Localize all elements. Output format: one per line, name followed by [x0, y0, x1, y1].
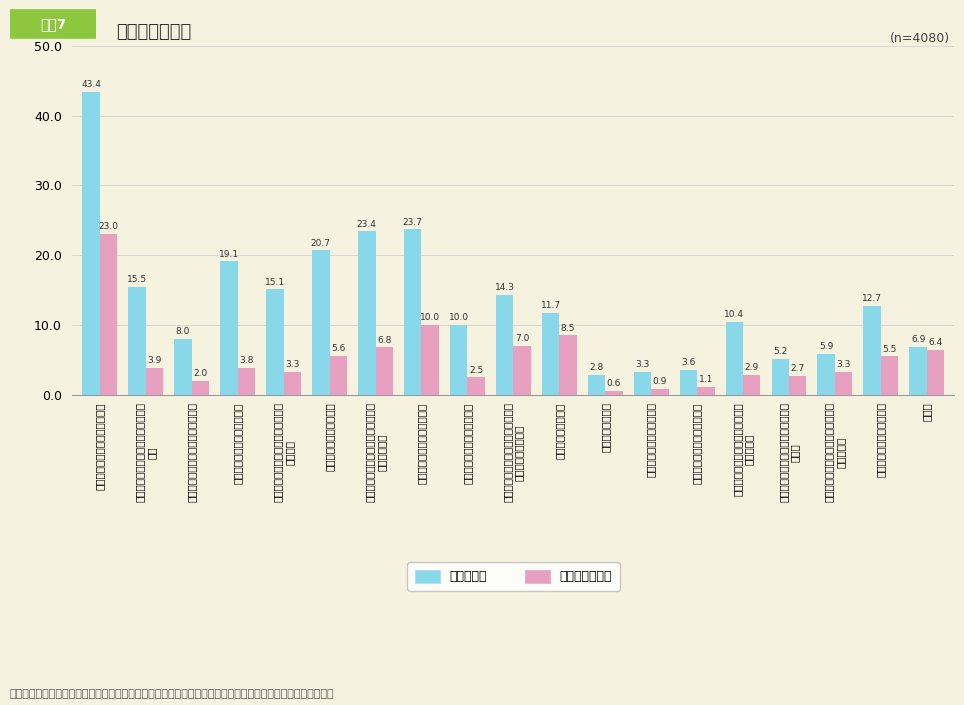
Text: (n=4080): (n=4080): [890, 32, 950, 44]
Text: 2.7: 2.7: [790, 364, 805, 373]
Text: 2.8: 2.8: [589, 364, 603, 372]
Bar: [450, 325, 468, 395]
Bar: [926, 350, 945, 395]
Text: 初職の離職理由: 初職の離職理由: [116, 23, 191, 42]
Bar: [174, 339, 192, 395]
Text: 6.9: 6.9: [911, 335, 925, 344]
Text: 2.9: 2.9: [744, 363, 759, 372]
Bar: [651, 388, 669, 395]
Bar: [495, 295, 514, 395]
Text: 0.6: 0.6: [606, 379, 621, 388]
Bar: [680, 369, 697, 395]
Bar: [283, 372, 301, 395]
Bar: [376, 348, 393, 395]
Bar: [358, 231, 376, 395]
Text: 6.8: 6.8: [377, 336, 391, 345]
Text: 3.6: 3.6: [682, 358, 696, 367]
Bar: [864, 306, 881, 395]
Bar: [559, 336, 576, 395]
Text: (%): (%): [33, 26, 54, 39]
Text: 8.0: 8.0: [175, 327, 190, 336]
Text: 20.7: 20.7: [310, 238, 331, 247]
Text: 6.4: 6.4: [928, 338, 943, 348]
Bar: [835, 372, 852, 395]
Bar: [697, 387, 714, 395]
Bar: [789, 376, 807, 395]
Bar: [513, 346, 531, 395]
Text: 5.9: 5.9: [819, 342, 833, 351]
Text: 10.4: 10.4: [724, 310, 744, 319]
Bar: [726, 322, 743, 395]
Text: 43.4: 43.4: [81, 80, 101, 89]
Text: 12.7: 12.7: [862, 295, 882, 303]
Text: （注）最初の就業先を離職した者について、「離職の理由について教えてください。」の問いに対する回答。: （注）最初の就業先を離職した者について、「離職の理由について教えてください。」の…: [10, 689, 335, 699]
Text: 15.1: 15.1: [265, 278, 285, 287]
Bar: [468, 377, 485, 395]
Bar: [771, 359, 789, 395]
Text: 23.4: 23.4: [357, 220, 377, 228]
Legend: 離職の理由, 最も重要な理由: 離職の理由, 最も重要な理由: [407, 563, 620, 591]
Bar: [542, 313, 559, 395]
Text: 3.9: 3.9: [147, 356, 162, 364]
Text: 3.3: 3.3: [285, 360, 300, 369]
Text: 19.1: 19.1: [219, 250, 239, 259]
Bar: [633, 372, 651, 395]
Bar: [146, 367, 163, 395]
Bar: [881, 357, 898, 395]
Bar: [817, 354, 835, 395]
FancyBboxPatch shape: [7, 9, 99, 39]
Bar: [192, 381, 209, 395]
Bar: [100, 234, 118, 395]
Bar: [909, 347, 926, 395]
Text: 2.5: 2.5: [469, 366, 483, 374]
Text: 8.5: 8.5: [561, 324, 576, 333]
Text: 3.8: 3.8: [239, 357, 254, 365]
Text: 23.7: 23.7: [403, 218, 423, 226]
Text: 11.7: 11.7: [541, 301, 561, 310]
Text: 15.5: 15.5: [127, 275, 147, 284]
Text: 7.0: 7.0: [515, 334, 529, 343]
Bar: [312, 250, 330, 395]
Text: 3.3: 3.3: [837, 360, 851, 369]
Bar: [220, 262, 238, 395]
Text: 2.0: 2.0: [194, 369, 207, 378]
Bar: [330, 356, 347, 395]
Bar: [743, 374, 761, 395]
Bar: [82, 92, 100, 395]
Text: 14.3: 14.3: [495, 283, 515, 292]
Bar: [266, 290, 283, 395]
Text: 5.6: 5.6: [331, 344, 345, 353]
Text: 3.3: 3.3: [635, 360, 650, 369]
Text: 図表7: 図表7: [40, 17, 67, 31]
Text: 10.0: 10.0: [448, 313, 469, 322]
Text: 1.1: 1.1: [699, 375, 713, 384]
Bar: [421, 325, 439, 395]
Text: 5.2: 5.2: [773, 347, 788, 356]
Text: 10.0: 10.0: [420, 313, 441, 322]
Bar: [128, 287, 146, 395]
Bar: [588, 375, 605, 395]
Bar: [238, 368, 255, 395]
Bar: [404, 229, 421, 395]
Bar: [605, 391, 623, 395]
Text: 5.5: 5.5: [882, 345, 897, 354]
Text: 23.0: 23.0: [98, 223, 119, 231]
Text: 0.9: 0.9: [653, 376, 667, 386]
